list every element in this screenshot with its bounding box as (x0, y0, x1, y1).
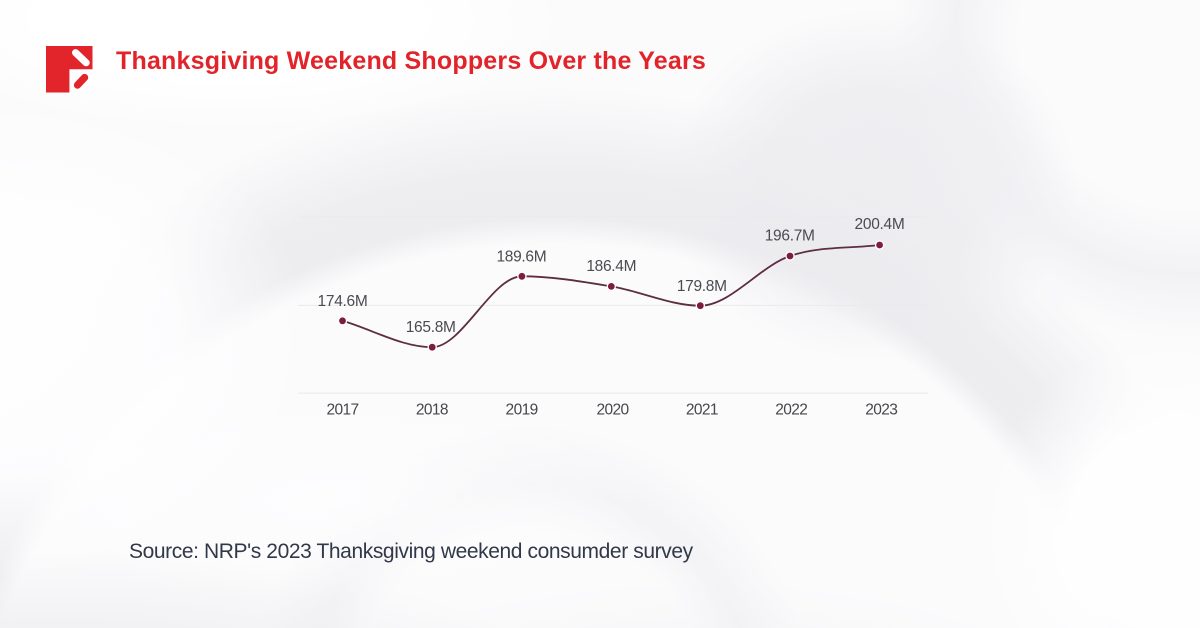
svg-text:2019: 2019 (506, 401, 538, 418)
svg-text:2018: 2018 (416, 401, 448, 418)
svg-text:2023: 2023 (865, 401, 897, 418)
svg-text:2022: 2022 (775, 401, 807, 418)
svg-text:196.7M: 196.7M (765, 228, 815, 245)
svg-text:189.6M: 189.6M (496, 249, 546, 266)
svg-text:2017: 2017 (326, 401, 358, 418)
svg-text:2021: 2021 (686, 401, 718, 418)
svg-text:174.6M: 174.6M (318, 293, 368, 310)
svg-text:179.8M: 179.8M (677, 278, 727, 295)
svg-text:2020: 2020 (596, 401, 629, 418)
svg-text:200.4M: 200.4M (855, 216, 905, 233)
svg-text:186.4M: 186.4M (586, 258, 636, 275)
svg-text:165.8M: 165.8M (406, 319, 456, 336)
